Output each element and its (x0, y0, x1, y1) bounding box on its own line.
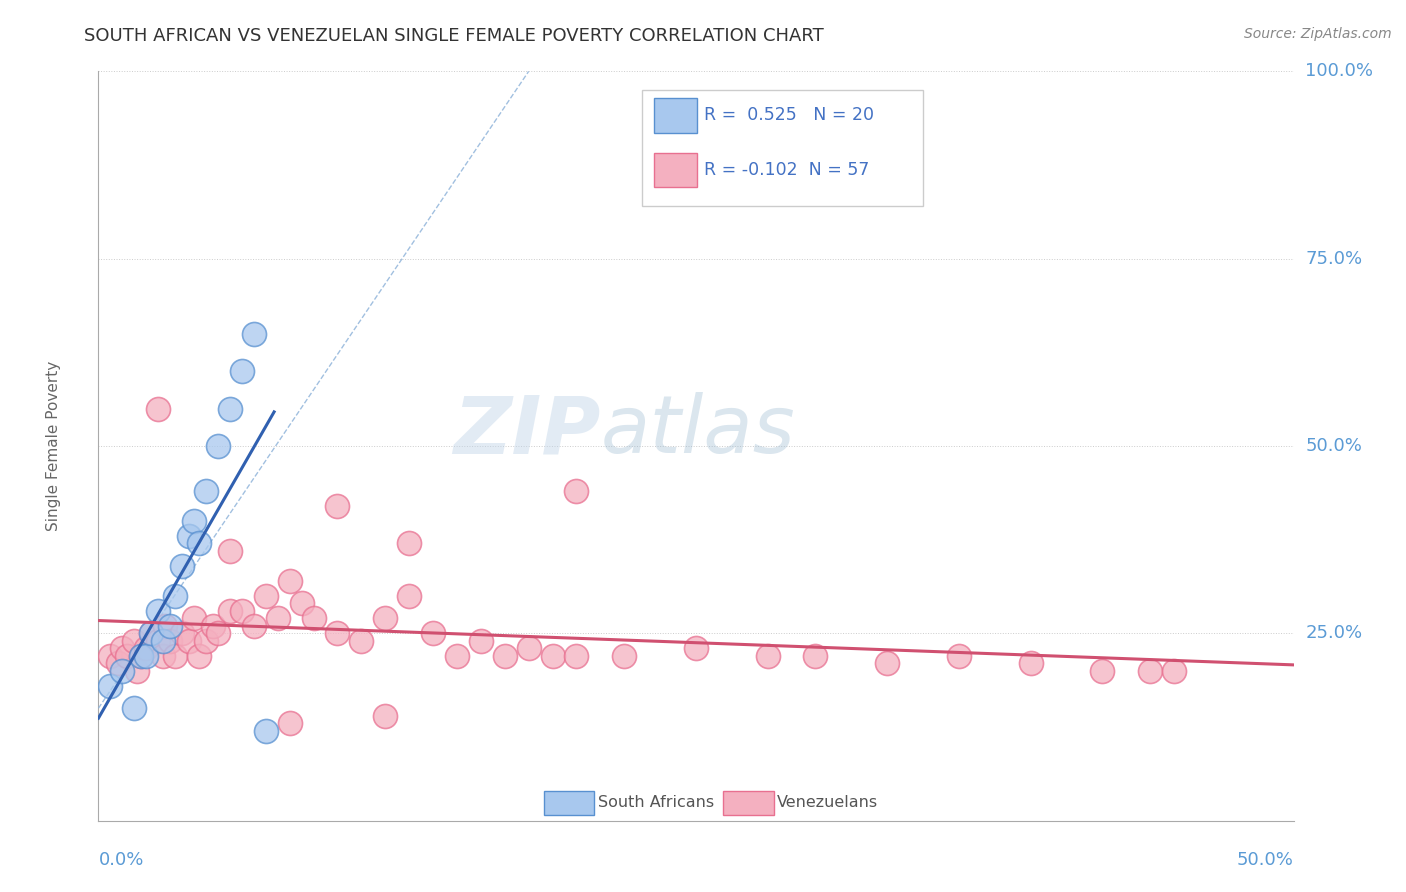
Point (195, 483, 218, 498)
Point (756, 648, 779, 663)
Point (422, 626, 444, 640)
Text: 50.0%: 50.0% (1306, 437, 1362, 455)
Point (685, 641, 707, 656)
Point (219, 401, 242, 416)
Point (243, 619, 266, 633)
Point (148, 633, 170, 648)
Text: 50.0%: 50.0% (1237, 851, 1294, 869)
Text: atlas: atlas (600, 392, 796, 470)
Point (172, 558, 194, 573)
Text: R =  0.525   N = 20: R = 0.525 N = 20 (704, 106, 875, 124)
Point (398, 589, 420, 603)
FancyBboxPatch shape (654, 98, 697, 133)
Point (291, 596, 314, 610)
Point (470, 633, 492, 648)
Text: Single Female Poverty: Single Female Poverty (45, 361, 60, 531)
Text: Venezuelans: Venezuelans (778, 795, 879, 810)
FancyBboxPatch shape (643, 90, 922, 206)
Text: South Africans: South Africans (598, 795, 714, 810)
Point (278, 574, 301, 588)
Text: ZIP: ZIP (453, 392, 600, 470)
Point (207, 439, 229, 453)
Point (183, 514, 205, 528)
Point (202, 619, 225, 633)
Point (111, 641, 134, 656)
Point (254, 723, 277, 738)
Point (267, 611, 290, 625)
Point (398, 536, 420, 550)
Point (541, 648, 564, 663)
Point (125, 664, 148, 678)
Point (139, 626, 162, 640)
FancyBboxPatch shape (724, 790, 773, 814)
Text: Source: ZipAtlas.com: Source: ZipAtlas.com (1244, 27, 1392, 41)
Text: 100.0%: 100.0% (1306, 62, 1374, 80)
Point (124, 633, 146, 648)
Point (207, 626, 229, 640)
Point (1139, 664, 1161, 678)
Point (139, 626, 162, 640)
Point (350, 633, 373, 648)
Point (152, 633, 174, 648)
Point (135, 648, 157, 663)
Text: 75.0%: 75.0% (1306, 250, 1362, 268)
Point (1091, 664, 1114, 678)
Point (152, 648, 174, 663)
Point (163, 648, 186, 663)
Point (565, 483, 588, 498)
Point (219, 604, 242, 618)
Point (131, 648, 153, 663)
Point (195, 633, 218, 648)
Point (159, 633, 181, 648)
Point (326, 499, 349, 513)
Point (804, 648, 827, 663)
Point (131, 648, 153, 663)
Point (494, 648, 516, 663)
Text: R = -0.102  N = 57: R = -0.102 N = 57 (704, 161, 870, 179)
Point (326, 626, 349, 640)
Point (124, 701, 146, 715)
Text: 0.0%: 0.0% (98, 851, 143, 869)
Point (374, 708, 396, 723)
Point (1019, 657, 1042, 671)
Point (231, 604, 253, 618)
Point (187, 536, 209, 550)
Point (219, 544, 242, 558)
Point (179, 529, 201, 543)
Point (179, 633, 201, 648)
Point (183, 611, 205, 625)
Point (98, 648, 122, 663)
Point (517, 641, 540, 656)
Point (111, 664, 134, 678)
Point (148, 604, 170, 618)
Point (231, 364, 253, 378)
Point (163, 589, 186, 603)
Point (243, 326, 266, 341)
Point (98, 679, 122, 693)
Point (107, 657, 129, 671)
Point (278, 716, 301, 731)
Point (155, 619, 177, 633)
Point (172, 626, 194, 640)
Point (254, 589, 277, 603)
Point (1163, 664, 1185, 678)
Point (948, 648, 970, 663)
Text: SOUTH AFRICAN VS VENEZUELAN SINGLE FEMALE POVERTY CORRELATION CHART: SOUTH AFRICAN VS VENEZUELAN SINGLE FEMAL… (84, 27, 824, 45)
Point (565, 648, 588, 663)
Point (159, 619, 181, 633)
Point (613, 648, 636, 663)
Text: 25.0%: 25.0% (1306, 624, 1362, 642)
Point (302, 611, 325, 625)
Point (187, 648, 209, 663)
Point (374, 611, 396, 625)
Point (135, 641, 157, 656)
FancyBboxPatch shape (654, 153, 697, 187)
Point (115, 648, 138, 663)
Point (446, 648, 468, 663)
Point (876, 657, 898, 671)
Point (148, 401, 170, 416)
FancyBboxPatch shape (544, 790, 595, 814)
